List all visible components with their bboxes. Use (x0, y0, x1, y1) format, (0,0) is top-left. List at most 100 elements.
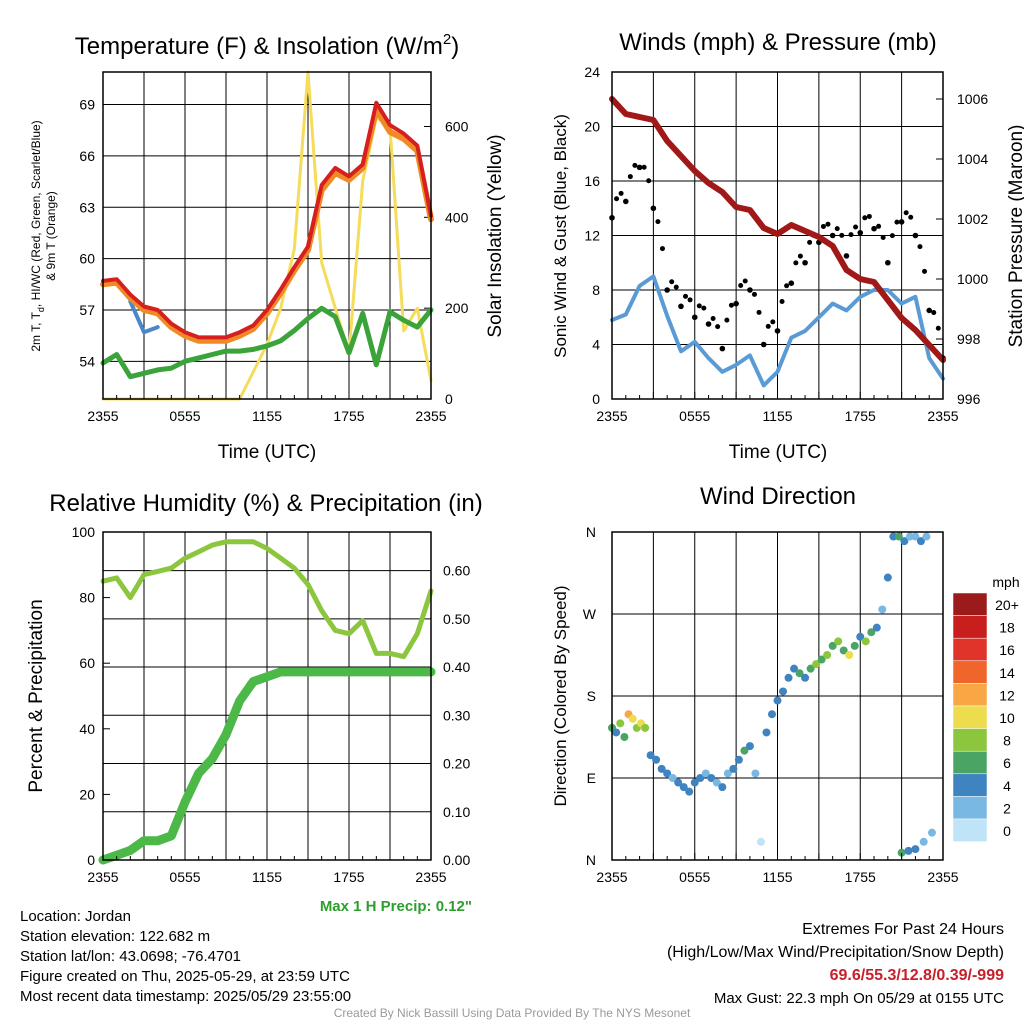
direction-point (856, 632, 865, 641)
winds-ytick: 12 (584, 228, 600, 244)
gust-point (641, 164, 647, 170)
direction-point (845, 651, 854, 659)
winds-frame (611, 71, 944, 400)
gust-point (646, 178, 652, 184)
gust-point (779, 299, 785, 305)
winds-ytick: 8 (592, 282, 600, 298)
direction-point (685, 787, 694, 796)
gust-point (894, 219, 900, 225)
legend-swatch (952, 637, 988, 662)
direction-ytick: E (587, 770, 596, 786)
extremes-heading: Extremes For Past 24 Hours (802, 921, 1004, 938)
gust-point (834, 226, 840, 232)
winds-y2tick: 998 (957, 331, 981, 347)
gust-point (931, 310, 937, 316)
gust-point (820, 223, 826, 229)
direction-point (894, 532, 903, 541)
humidity-frame (102, 531, 432, 861)
gust-point (889, 233, 895, 239)
humidity-y2tick: 0.00 (443, 852, 470, 868)
temperature-ytick: 66 (79, 148, 95, 164)
direction-ytick: N (586, 852, 596, 868)
legend-label: 4 (1003, 778, 1011, 794)
gust-point (636, 164, 643, 171)
legend-label: 6 (1003, 755, 1011, 771)
gust-point (664, 287, 670, 293)
humidity-y2tick: 0.30 (443, 707, 470, 723)
direction-point (756, 837, 765, 846)
legend-swatch (952, 660, 988, 684)
direction-point (745, 742, 754, 751)
direction-xtick: 1755 (845, 869, 876, 885)
direction-point (729, 764, 738, 773)
temperature-y2label: Solar Insolation (Yellow) (485, 134, 506, 337)
direction-point (790, 664, 799, 673)
direction-point (668, 774, 677, 782)
temperature-xtick: 1755 (333, 408, 364, 424)
gust-point (876, 223, 882, 229)
direction-point (828, 641, 837, 650)
sonic-wind-line (610, 274, 945, 388)
winds-xtick: 0555 (679, 408, 710, 424)
temperature-y2tick: 400 (445, 209, 469, 225)
direction-point (657, 764, 666, 773)
direction-point (897, 848, 906, 857)
gust-point (751, 291, 757, 297)
humidity-ytick: 20 (79, 786, 95, 802)
legend-label: 20+ (995, 597, 1019, 613)
temperature-frame (102, 71, 432, 400)
temperature-xtick: 1155 (252, 408, 282, 424)
gust-point (885, 259, 891, 266)
info-location: Location: Jordan (20, 908, 131, 925)
temperature-y2tick: 600 (445, 119, 469, 135)
station-pressure-line (609, 96, 946, 363)
gust-point (760, 341, 767, 348)
direction-point (817, 655, 826, 664)
direction-point (867, 628, 876, 637)
gust-point (678, 303, 684, 310)
winds-xtick: 2355 (596, 408, 627, 424)
winds-y2tick: 1000 (957, 271, 988, 287)
direction-point (723, 769, 732, 778)
gust-point (719, 345, 726, 352)
legend-swatch (952, 750, 988, 775)
direction-point (701, 769, 710, 778)
gust-point (848, 232, 854, 238)
direction-point (696, 774, 705, 782)
extremes-values: 69.6/55.3/12.8/0.39/-999 (829, 967, 1004, 984)
direction-point (612, 728, 621, 737)
gust-point (683, 293, 689, 299)
temperature-xtick: 0555 (169, 408, 200, 424)
direction-point (922, 532, 931, 541)
extremes-box: Extremes For Past 24 Hours (High/Low/Max… (667, 918, 1004, 1010)
winds-xtick: 1155 (762, 408, 792, 424)
gust-point (908, 214, 914, 220)
gust-point (622, 198, 629, 205)
humidity-ylabel: Percent & Precipitation (26, 599, 47, 792)
legend-swatch (952, 683, 988, 707)
legend-swatch (952, 796, 988, 820)
gust-point (903, 210, 909, 216)
legend-label: 16 (999, 642, 1015, 658)
gust-point (632, 162, 638, 168)
winds-xtick: 2355 (927, 408, 958, 424)
credit-line: Created By Nick Bassill Using Data Provi… (333, 1006, 691, 1020)
gust-point (807, 239, 813, 245)
gust-point (825, 221, 831, 227)
gust-point (866, 213, 872, 219)
legend-label: 8 (1003, 733, 1011, 749)
gust-point (935, 325, 941, 331)
two-meter-temperature-line (101, 100, 433, 340)
info-elevation: Station elevation: 122.682 m (20, 928, 211, 945)
direction-point (850, 641, 859, 650)
humidity-xtick: 2355 (87, 869, 118, 885)
temperature-ytick: 63 (79, 199, 95, 215)
direction-xtick: 0555 (679, 869, 710, 885)
direction-point (779, 687, 788, 696)
direction-xtick: 2355 (927, 869, 958, 885)
gust-point (701, 305, 707, 311)
extremes-legend: (High/Low/Max Wind/Precipitation/Snow De… (666, 944, 1004, 961)
gust-point (802, 259, 808, 266)
gust-point (788, 280, 795, 286)
